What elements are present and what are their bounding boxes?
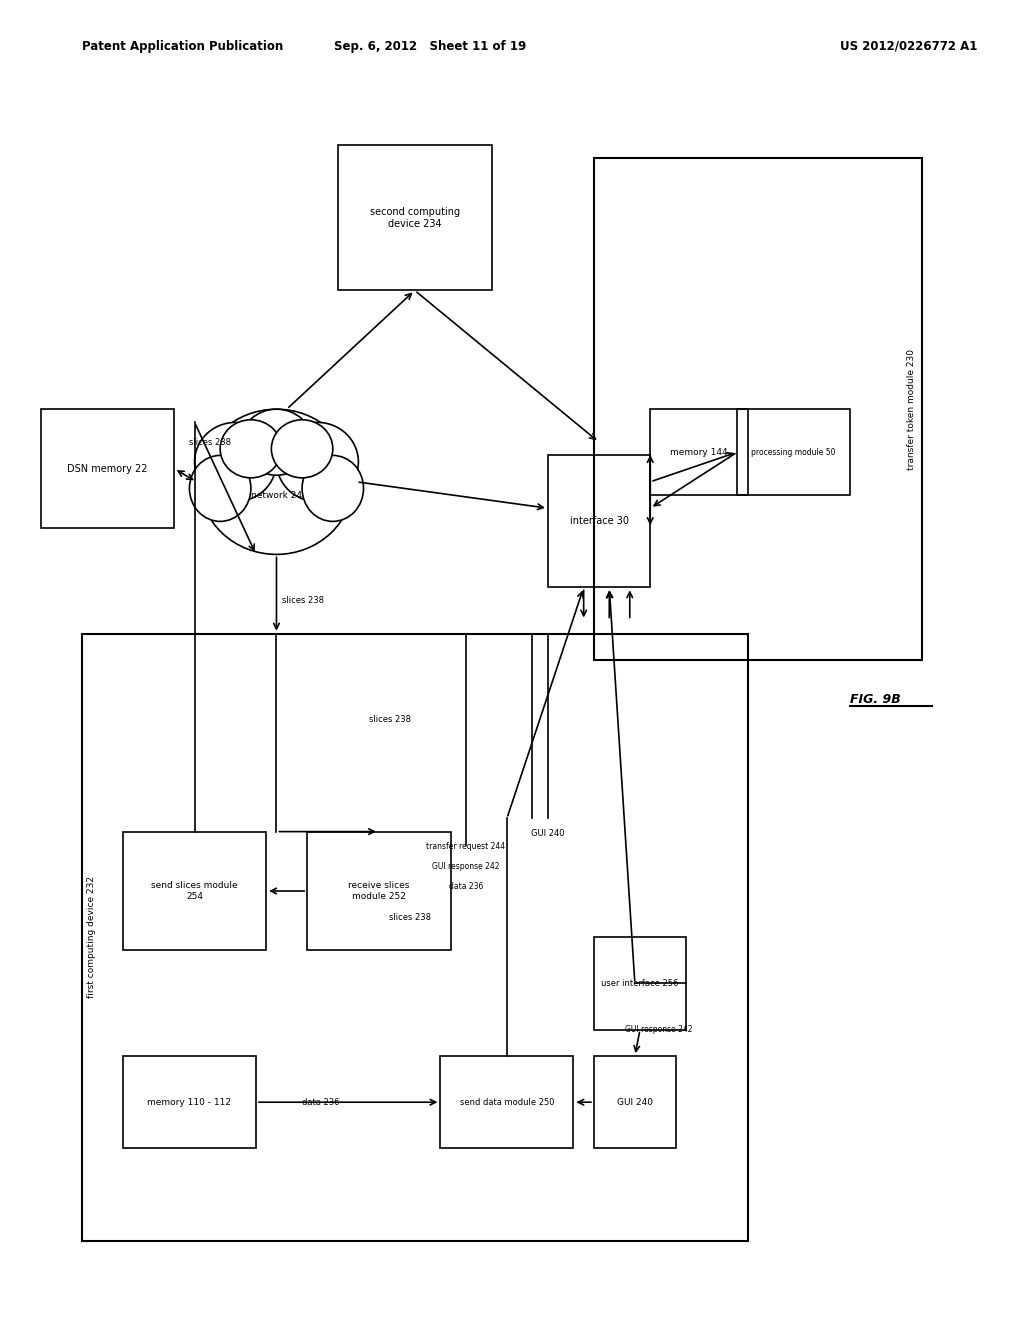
Ellipse shape: [271, 420, 333, 478]
Text: Sep. 6, 2012   Sheet 11 of 19: Sep. 6, 2012 Sheet 11 of 19: [334, 40, 526, 53]
Bar: [123, 1056, 256, 1148]
Text: GUI response 242: GUI response 242: [432, 862, 500, 871]
Bar: [440, 1056, 573, 1148]
Text: transfer request 244: transfer request 244: [426, 842, 506, 851]
Bar: [594, 937, 686, 1030]
Text: interface 30: interface 30: [569, 516, 629, 527]
Text: transfer token module 230: transfer token module 230: [907, 348, 916, 470]
Bar: [650, 409, 748, 495]
Text: GUI response 242: GUI response 242: [625, 1026, 692, 1034]
Text: DSN memory 22: DSN memory 22: [68, 463, 147, 474]
Bar: [82, 634, 748, 1241]
Bar: [123, 832, 266, 950]
Bar: [307, 832, 451, 950]
Text: slices 238: slices 238: [389, 913, 431, 921]
Text: Patent Application Publication: Patent Application Publication: [82, 40, 284, 53]
Text: memory 144: memory 144: [670, 447, 728, 457]
Text: memory 110 - 112: memory 110 - 112: [147, 1098, 231, 1106]
Text: US 2012/0226772 A1: US 2012/0226772 A1: [840, 40, 977, 53]
Ellipse shape: [241, 409, 312, 475]
Text: first computing device 232: first computing device 232: [87, 876, 96, 998]
Bar: [41, 409, 174, 528]
Text: send data module 250: send data module 250: [460, 1098, 554, 1106]
Ellipse shape: [200, 409, 353, 554]
Text: FIG. 9B: FIG. 9B: [850, 693, 901, 706]
Ellipse shape: [276, 422, 358, 502]
Ellipse shape: [195, 422, 276, 502]
Text: data 236: data 236: [449, 882, 483, 891]
Text: user interface 256: user interface 256: [601, 979, 679, 987]
Text: GUI 240: GUI 240: [531, 829, 564, 838]
Text: slices 238: slices 238: [369, 715, 411, 723]
Text: data 236: data 236: [302, 1098, 340, 1106]
Ellipse shape: [220, 420, 282, 478]
Text: send slices module
254: send slices module 254: [152, 882, 238, 900]
Text: GUI 240: GUI 240: [616, 1098, 653, 1106]
Text: processing module 50: processing module 50: [752, 447, 836, 457]
Bar: [737, 409, 850, 495]
Ellipse shape: [189, 455, 251, 521]
Text: slices 238: slices 238: [282, 597, 324, 605]
Text: second computing
device 234: second computing device 234: [370, 207, 460, 228]
Ellipse shape: [302, 455, 364, 521]
Bar: [338, 145, 492, 290]
Text: slices 238: slices 238: [189, 438, 231, 446]
Bar: [548, 455, 650, 587]
Bar: [594, 1056, 676, 1148]
Text: network 24: network 24: [251, 491, 302, 499]
Bar: [594, 158, 922, 660]
Text: receive slices
module 252: receive slices module 252: [348, 882, 410, 900]
